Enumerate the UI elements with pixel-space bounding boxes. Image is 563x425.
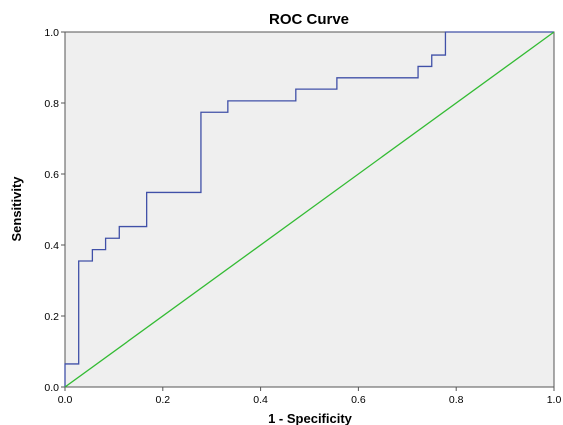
x-tick-label: 0.2 xyxy=(155,394,170,406)
y-axis-label: Sensitivity xyxy=(9,176,24,242)
y-tick-label: 1.0 xyxy=(44,27,59,39)
y-tick-label: 0.8 xyxy=(44,98,59,110)
x-tick-label: 0.4 xyxy=(253,394,268,406)
x-axis-label: 1 - Specificity xyxy=(268,411,353,425)
x-tick-label: 0.6 xyxy=(351,394,366,406)
reference-diagonal-line xyxy=(64,31,555,388)
x-tick-label: 0.8 xyxy=(449,394,464,406)
x-tick-label: 0.0 xyxy=(58,394,73,406)
series-lines xyxy=(64,31,555,388)
y-tick-label: 0.4 xyxy=(44,240,59,252)
chart-title: ROC Curve xyxy=(269,11,349,28)
y-tick-label: 0.6 xyxy=(44,169,59,181)
x-tick-label: 1.0 xyxy=(547,394,562,406)
y-tick-label: 0.2 xyxy=(44,311,59,323)
y-tick-label: 0.0 xyxy=(44,382,59,394)
roc-curve-line xyxy=(64,31,554,387)
axis-ticks: 0.0 0.2 0.4 0.6 0.8 1.0 0.0 0.2 0.4 0.6 0.8 1.0 xyxy=(44,27,561,406)
